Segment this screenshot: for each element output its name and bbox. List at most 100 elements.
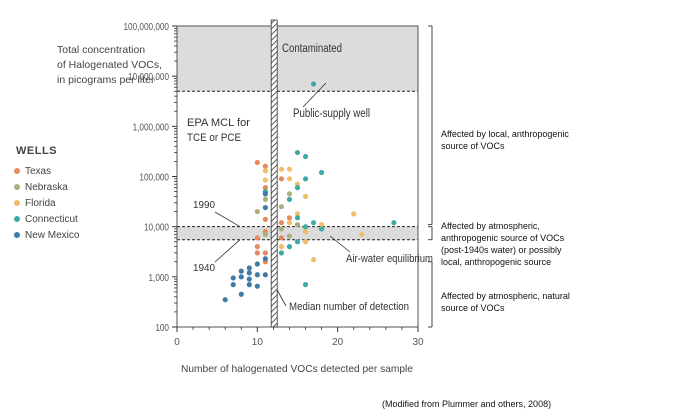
- data-point-texas: [262, 250, 268, 256]
- legend-swatch-nebraska: [14, 184, 20, 191]
- y-tick-label: 100,000: [139, 172, 169, 183]
- data-point-florida: [302, 228, 309, 235]
- year-1940-label: 1940: [193, 262, 215, 274]
- data-point-connecticut: [302, 176, 309, 182]
- right-label-middle: Affected by atmospheric, anthropogenic s…: [441, 220, 564, 268]
- y-tick-label: 100: [155, 322, 169, 333]
- right-label-middle-line-2: anthropogenic source of VOCs: [441, 233, 565, 243]
- y-axis-title-line-2: of Halogenated VOCs,: [57, 59, 163, 71]
- legend-label-texas: Texas: [25, 166, 52, 177]
- legend-label-florida: Florida: [25, 198, 56, 209]
- data-point-nebraska: [278, 204, 285, 210]
- epa-mcl-label-2: TCE or PCE: [187, 132, 241, 144]
- bracket-bottom: [428, 261, 433, 328]
- y-tick-label: 100,000,000: [123, 21, 169, 32]
- data-point-connecticut: [294, 215, 301, 221]
- x-tick-label: 0: [174, 337, 180, 348]
- y-tick-label: 10,000: [144, 222, 169, 233]
- data-point-new-mexico: [230, 275, 236, 281]
- legend-item-nebraska: Nebraska: [14, 182, 68, 193]
- data-point-texas: [254, 159, 260, 166]
- legend-label-new-mexico: New Mexico: [25, 230, 80, 241]
- data-point-new-mexico: [246, 282, 252, 288]
- data-point-texas: [262, 185, 268, 191]
- y-axis-title-line-1: Total concentration: [57, 44, 146, 56]
- data-point-connecticut: [310, 220, 317, 226]
- data-point-florida: [302, 239, 309, 245]
- data-point-florida: [359, 231, 365, 238]
- data-point-nebraska: [262, 231, 268, 238]
- source-credit: (Modified from Plummer and others, 2008): [382, 399, 552, 409]
- y-tick-label: 1,000,000: [133, 122, 169, 133]
- data-point-new-mexico: [246, 270, 252, 276]
- data-point-texas: [278, 235, 285, 241]
- right-label-middle-line-3: (post-1940s water) or possibly: [441, 245, 562, 255]
- legend-swatch-texas: [14, 168, 20, 175]
- right-label-bottom-line-1: Affected by atmospheric, natural: [441, 291, 570, 301]
- y-axis-title: Total concentration of Halogenated VOCs,…: [57, 43, 162, 88]
- data-point-new-mexico: [222, 297, 228, 303]
- year-1990-label: 1990: [193, 199, 215, 211]
- data-point-florida: [351, 211, 357, 217]
- data-point-connecticut: [391, 220, 397, 226]
- legend-swatch-connecticut: [14, 216, 20, 223]
- legend-item-texas: Texas: [14, 166, 51, 177]
- right-label-top-line-1: Affected by local, anthropogenic: [441, 129, 569, 139]
- median-hatch: [270, 19, 278, 328]
- legend-swatch-florida: [14, 200, 20, 207]
- data-point-florida: [319, 221, 325, 228]
- data-point-new-mexico: [262, 204, 268, 211]
- right-label-middle-line-4: local, anthropogenic source: [441, 257, 552, 267]
- contaminated-band: [177, 26, 418, 92]
- legend-item-florida: Florida: [14, 198, 56, 209]
- data-point-connecticut: [302, 282, 309, 288]
- data-point-florida: [310, 257, 317, 263]
- leader-1940: [214, 239, 241, 263]
- data-point-new-mexico: [254, 261, 260, 267]
- bracket-top: [428, 25, 433, 226]
- data-point-nebraska: [286, 191, 293, 197]
- data-point-florida: [286, 176, 293, 182]
- data-point-connecticut: [286, 196, 293, 202]
- x-axis-title: Number of halogenated VOCs detected per …: [181, 363, 413, 375]
- data-point-new-mexico: [262, 256, 268, 262]
- public-supply-leader: [302, 82, 327, 108]
- data-point-texas: [254, 235, 260, 241]
- data-point-connecticut: [302, 153, 309, 160]
- air-water-leader: [329, 235, 351, 253]
- data-point-new-mexico: [238, 291, 244, 297]
- x-tick-label: 20: [332, 337, 344, 348]
- legend-label-connecticut: Connecticut: [25, 214, 78, 225]
- data-point-connecticut: [310, 81, 317, 87]
- data-point-new-mexico: [262, 272, 268, 278]
- contaminated-label: Contaminated: [282, 43, 342, 55]
- data-point-florida: [278, 166, 285, 172]
- legend-item-connecticut: Connecticut: [14, 214, 78, 225]
- right-label-bottom: Affected by atmospheric, natural source …: [441, 290, 570, 314]
- x-tick-label: 10: [252, 337, 264, 348]
- y-tick-label: 10,000,000: [128, 71, 169, 82]
- legend-item-new-mexico: New Mexico: [14, 230, 79, 241]
- data-point-texas: [262, 163, 268, 169]
- right-label-bottom-line-2: source of VOCs: [441, 303, 505, 313]
- data-point-texas: [286, 215, 293, 221]
- data-point-connecticut: [294, 239, 301, 245]
- data-point-nebraska: [262, 196, 268, 202]
- data-point-texas: [262, 216, 268, 222]
- data-point-connecticut: [294, 149, 301, 156]
- median-label: Median number of detection: [289, 301, 409, 313]
- data-point-connecticut: [294, 185, 301, 191]
- air-water-label: Air-water equilibrium: [346, 253, 433, 265]
- data-point-connecticut: [319, 226, 325, 232]
- leader-1990: [214, 211, 241, 228]
- data-point-florida: [302, 193, 309, 200]
- median-leader: [276, 289, 287, 307]
- data-point-texas: [278, 176, 285, 182]
- data-point-florida: [262, 177, 268, 183]
- data-point-new-mexico: [238, 274, 244, 280]
- y-axis-title-line-3: in picograms per liter: [57, 74, 155, 86]
- data-point-connecticut: [278, 250, 285, 256]
- data-point-florida: [262, 168, 268, 174]
- bracket-middle: [428, 226, 433, 241]
